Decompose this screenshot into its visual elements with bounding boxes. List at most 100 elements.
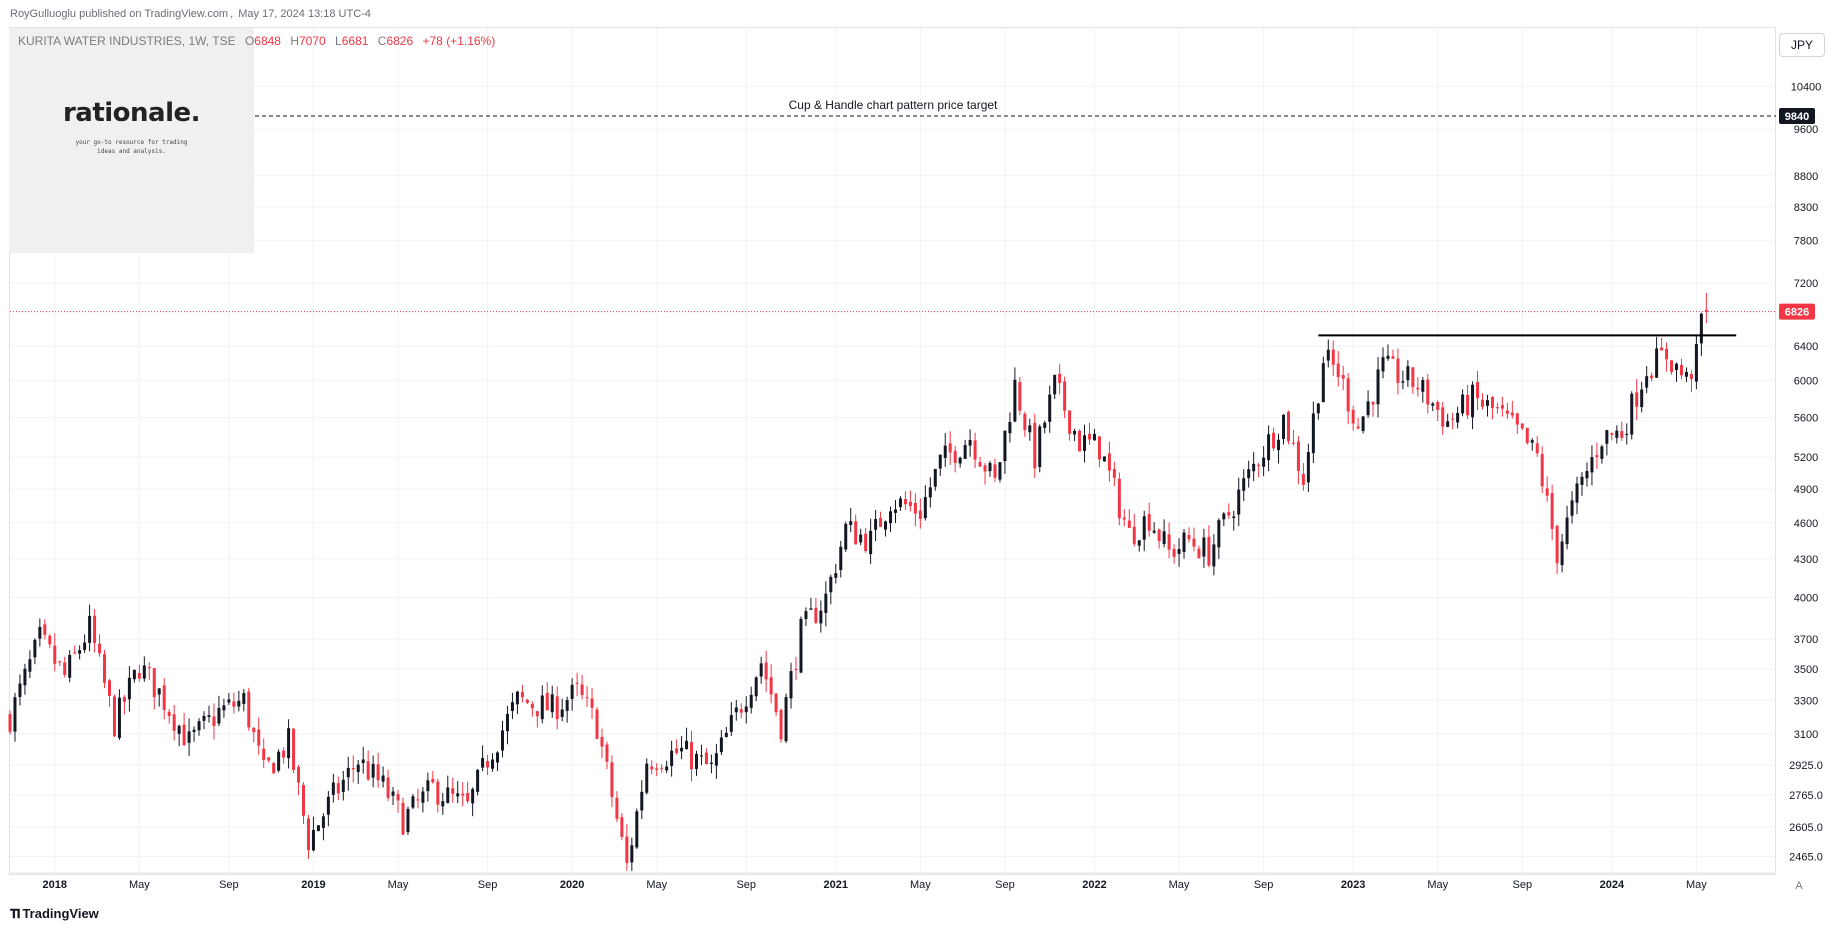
candle <box>1232 510 1236 531</box>
candle <box>306 814 310 859</box>
candle <box>973 432 977 469</box>
candle-body <box>1212 544 1216 567</box>
candle-body <box>222 705 226 711</box>
candle <box>326 790 330 827</box>
candle-body <box>1286 411 1290 442</box>
tradingview-logo-icon: 𝐓𝐈 <box>10 907 21 921</box>
candle <box>759 656 763 684</box>
candle-body <box>660 767 664 769</box>
candle-body <box>411 796 415 808</box>
candle <box>1645 366 1649 394</box>
candle <box>152 668 156 710</box>
candle-body <box>754 677 758 697</box>
candle-body <box>1640 389 1644 408</box>
candle <box>461 782 465 807</box>
candle-body <box>620 817 624 837</box>
candle <box>1341 365 1345 391</box>
candle-body <box>1461 394 1465 414</box>
candle <box>341 770 345 801</box>
candle-body <box>1660 347 1664 351</box>
candle-body <box>436 781 440 805</box>
candle-body <box>68 654 72 678</box>
candle-body <box>331 782 335 795</box>
candle <box>302 782 306 824</box>
candle-body <box>1142 516 1146 540</box>
candle <box>73 645 77 655</box>
candle-body <box>336 783 340 794</box>
candle-body <box>1466 394 1470 416</box>
tradingview-footer[interactable]: 𝐓𝐈 TradingView <box>10 906 99 922</box>
time-tick-label: Sep <box>219 879 239 891</box>
candle-body <box>13 697 17 732</box>
candle <box>381 766 385 788</box>
candle-body <box>1257 464 1261 466</box>
candle <box>1356 417 1360 430</box>
candle <box>1391 349 1395 360</box>
candle <box>1684 367 1688 383</box>
candle-body <box>351 768 355 770</box>
candle-body <box>1187 534 1191 540</box>
candle-body <box>1167 534 1171 550</box>
symbol-legend: KURITA WATER INDUSTRIES, 1W, TSE O6848 H… <box>18 34 495 48</box>
candle <box>1555 524 1559 575</box>
candle <box>540 685 544 724</box>
candle <box>292 727 296 774</box>
candle <box>650 760 654 775</box>
candle <box>1570 491 1574 524</box>
candle <box>132 669 136 683</box>
candle <box>1147 502 1151 537</box>
candle-body <box>520 692 524 698</box>
candle <box>724 726 728 738</box>
candle <box>411 793 415 810</box>
candle <box>1510 400 1514 419</box>
candle-body <box>1272 432 1276 449</box>
price-tick-label: 3100 <box>1794 729 1818 741</box>
price-axis: 2465.0 2605.0 2765.0 2925.0 3100 3300 3500 3700… <box>1779 81 1823 863</box>
candle <box>1132 513 1136 547</box>
time-tick-label: 2018 <box>43 879 67 891</box>
currency-button[interactable]: JPY <box>1779 33 1825 57</box>
candle-body <box>1545 488 1549 496</box>
candle-body <box>784 697 788 742</box>
candle-body <box>650 766 654 770</box>
candle-body <box>1530 440 1534 443</box>
candle-body <box>1510 412 1514 416</box>
candle-body <box>898 498 902 508</box>
candle <box>53 633 57 672</box>
candle <box>590 687 594 720</box>
candle <box>157 688 161 707</box>
candle <box>1257 462 1261 478</box>
candle <box>978 456 982 468</box>
candle-body <box>127 677 131 700</box>
candle-body <box>1277 439 1281 451</box>
candle <box>1421 376 1425 403</box>
candle <box>486 754 490 776</box>
candle-body <box>306 818 310 851</box>
open-value: 6848 <box>254 34 281 48</box>
candle <box>923 485 927 521</box>
candle <box>1227 503 1231 519</box>
candle <box>406 806 410 835</box>
candle-body <box>879 517 883 527</box>
candle <box>1565 505 1569 550</box>
candles <box>8 292 1708 871</box>
candle <box>968 429 972 457</box>
candle-body <box>535 711 539 717</box>
candle-body <box>570 684 574 699</box>
candle <box>137 664 141 682</box>
candle <box>685 727 689 750</box>
candle <box>1535 435 1539 457</box>
candle-body <box>1157 529 1161 542</box>
change-value: +78 (+1.16%) <box>422 34 496 48</box>
candle <box>550 685 554 718</box>
candle <box>1107 441 1111 482</box>
candle-body <box>147 667 151 669</box>
candle-body <box>1490 397 1494 408</box>
candle <box>1480 393 1484 410</box>
candle-body <box>575 682 579 684</box>
auto-scale-button[interactable]: A <box>1795 880 1803 892</box>
candle <box>1038 424 1042 473</box>
candle <box>1262 446 1266 477</box>
candle-body <box>1073 430 1077 435</box>
